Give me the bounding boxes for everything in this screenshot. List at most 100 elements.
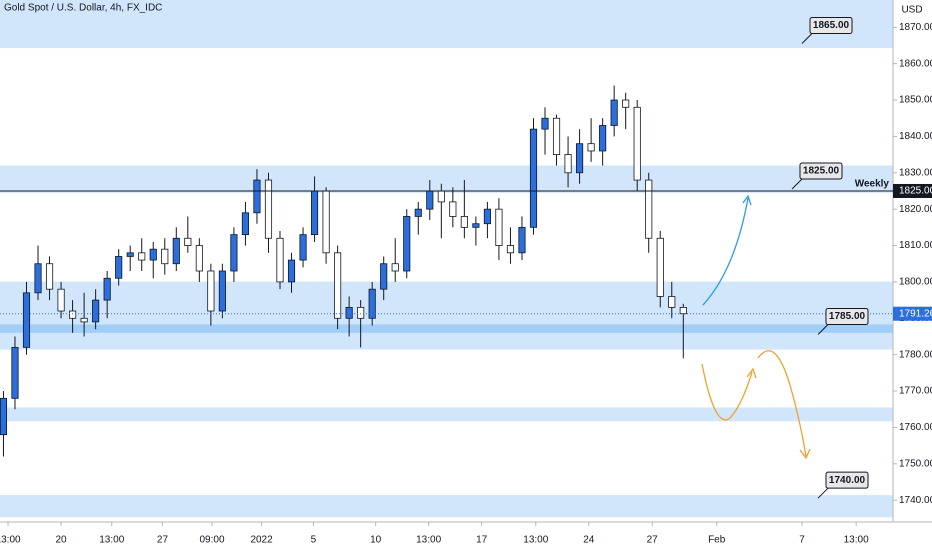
candle-body (622, 99, 630, 108)
candle-body (472, 223, 480, 228)
candle-body (576, 143, 584, 174)
x-tick-label: 17 (476, 535, 488, 546)
candle-body (310, 190, 319, 236)
candle-body (633, 106, 641, 181)
zone (0, 495, 893, 518)
chart-title: Gold Spot / U.S. Dollar, 4h, FX_IDC (4, 3, 162, 14)
candle-body (656, 237, 664, 297)
candle-body (391, 263, 399, 272)
candle-body (138, 252, 146, 261)
y-tick-label: 1840.00 (899, 131, 932, 142)
annotation-leader (801, 33, 813, 44)
candle-body (253, 179, 261, 214)
currency: USD (901, 5, 922, 16)
orange-arrowhead (799, 448, 811, 460)
candle-body (287, 259, 296, 283)
candle-body (357, 306, 365, 319)
price-axis (893, 0, 932, 550)
x-tick-label: 09:00 (199, 535, 224, 546)
candle-body (299, 234, 307, 261)
x-tick-label: 20 (56, 535, 68, 546)
x-tick-label: 13:00 (99, 535, 124, 546)
candle-body (518, 226, 526, 254)
candle-body (161, 248, 169, 265)
candle-body (276, 237, 284, 283)
blue-arrow (702, 197, 749, 306)
candle-body (599, 125, 607, 152)
orange-arrow (701, 363, 753, 421)
x-tick-label: 27 (157, 535, 169, 546)
annotation-label: 1865.00 (813, 20, 850, 31)
y-tick-label: 1820.00 (899, 204, 932, 215)
y-tick-label: 1870.00 (899, 22, 932, 33)
candle-body (184, 237, 192, 246)
candle-body (564, 154, 572, 174)
y-tick-label: 1850.00 (899, 95, 932, 106)
x-tick-label: 7 (799, 535, 805, 546)
candle-body (345, 306, 353, 319)
y-tick-label: 1800.00 (899, 277, 932, 288)
candle-body (679, 306, 687, 315)
y-tick-label: 1740.00 (899, 495, 932, 506)
candle-body (241, 212, 249, 236)
price-tag-label: 1791.26 (899, 308, 932, 319)
orange-arrowhead (746, 367, 757, 379)
candle-body (11, 346, 19, 399)
candle-body (230, 234, 238, 272)
x-tick-label: 5 (311, 535, 317, 546)
y-tick-label: 1830.00 (899, 167, 932, 178)
candle-body (645, 179, 653, 239)
y-tick-label: 1750.00 (899, 458, 932, 469)
annotation-label: 1740.00 (829, 475, 866, 486)
candle-body (449, 201, 457, 217)
candle-body (69, 310, 77, 319)
zone (0, 0, 893, 49)
candle-body (334, 252, 342, 319)
y-tick-label: 1760.00 (899, 422, 932, 433)
candle-body (92, 299, 100, 323)
candle-body (403, 216, 411, 272)
candles (0, 85, 687, 457)
candle-body (207, 270, 215, 312)
blue-arrowhead (742, 194, 752, 206)
candle-body (115, 256, 123, 279)
zones (0, 0, 893, 518)
candle-body (587, 143, 595, 152)
annotation-box (825, 471, 869, 489)
candle-body (495, 208, 503, 246)
x-tick-label: 2022 (250, 535, 273, 546)
candle-body (460, 216, 468, 228)
candle-body (0, 397, 8, 436)
level-tag-label: 1825.00 (899, 186, 932, 197)
level-tag (893, 183, 932, 198)
zone (0, 281, 893, 350)
level-name: Weekly (855, 179, 890, 190)
candle-body (529, 128, 538, 228)
zone (0, 324, 893, 333)
candle-body (437, 190, 445, 203)
x-tick-label: 27 (647, 535, 659, 546)
candle-body (34, 263, 42, 294)
candle-body (368, 288, 376, 319)
annotation-leader (817, 487, 829, 499)
x-tick-label: 13:00 (523, 535, 548, 546)
candle-body (414, 208, 422, 217)
candle-body (149, 248, 157, 261)
candle-body (668, 296, 676, 308)
x-tick-label: Feb (708, 535, 726, 546)
candle-body (322, 190, 330, 254)
annotation-leader (791, 178, 803, 190)
annotation-box (825, 307, 869, 325)
x-tick-label: 13:00 (844, 535, 869, 546)
candle-body (264, 179, 273, 239)
candle-body (195, 245, 203, 272)
candle-body (22, 292, 31, 348)
annotation-label: 1785.00 (829, 311, 866, 322)
candle-body (506, 245, 515, 254)
annotation-leader (817, 324, 829, 335)
y-tick-label: 1810.00 (899, 240, 932, 251)
candle-body (126, 252, 134, 257)
x-tick-label: 10 (370, 535, 382, 546)
